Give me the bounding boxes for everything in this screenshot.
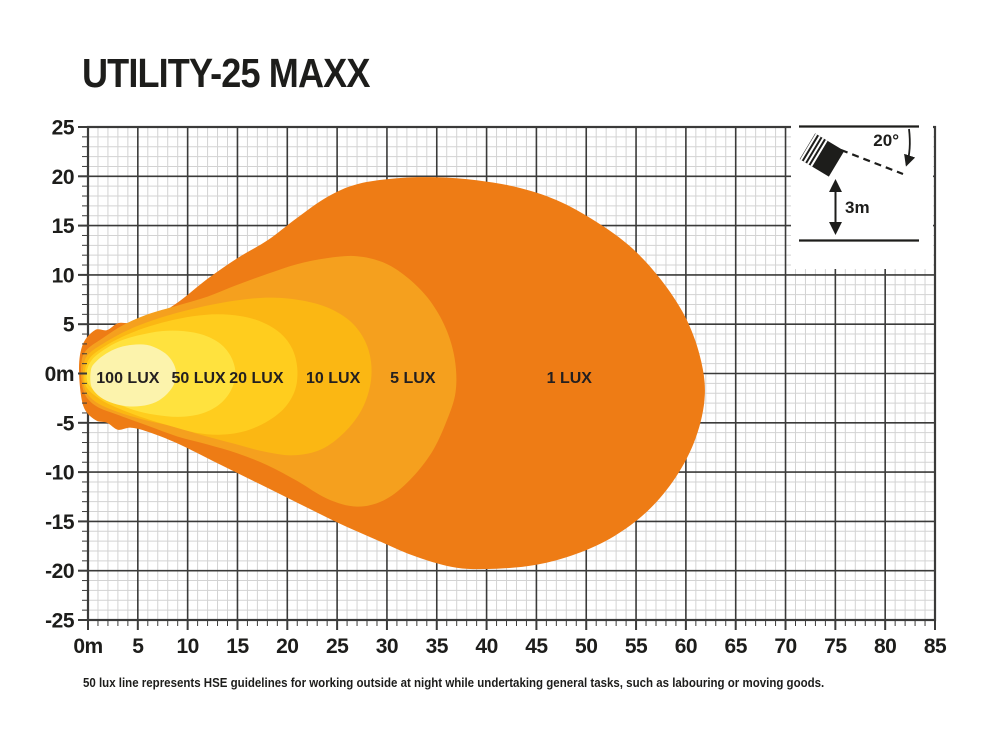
x-axis-label: 5 [132, 635, 144, 658]
x-axis-label: 15 [226, 635, 249, 658]
lux-label-10: 10 LUX [306, 370, 361, 387]
x-axis-label: 0m [73, 635, 102, 658]
height-label: 3m [845, 198, 870, 217]
lux-label-1: 1 LUX [547, 370, 593, 387]
lux-label-5: 5 LUX [390, 370, 436, 387]
y-axis-label: -10 [45, 462, 74, 485]
x-axis-label: 35 [426, 635, 449, 658]
x-axis-label: 80 [874, 635, 896, 658]
inset-background [791, 112, 933, 269]
x-axis-label: 50 [575, 635, 597, 658]
x-axis-label: 30 [376, 635, 398, 658]
x-axis-label: 85 [924, 635, 947, 658]
lux-label-20: 20 LUX [229, 370, 284, 387]
page-title: UTILITY-25 MAXX [82, 50, 370, 96]
lux-contours [79, 177, 705, 570]
x-axis-label: 70 [774, 635, 796, 658]
footnote: 50 lux line represents HSE guidelines fo… [83, 676, 825, 690]
lux-label-50: 50 LUX [171, 370, 226, 387]
y-axis-label: 25 [52, 117, 75, 140]
y-axis-label: -15 [45, 511, 75, 534]
x-axis-label: 10 [176, 635, 198, 658]
angle-arrow [904, 128, 916, 167]
x-axis-label: 55 [625, 635, 648, 658]
lux-label-100: 100 LUX [96, 370, 159, 387]
y-axis-label: 15 [52, 215, 75, 238]
x-axis-label: 20 [276, 635, 298, 658]
y-axis-label: 5 [63, 314, 75, 337]
angle-label: 20° [873, 131, 899, 150]
lamp-icon [799, 133, 845, 177]
x-axis-label: 65 [725, 635, 748, 658]
x-axis-label: 75 [824, 635, 847, 658]
x-axis-label: 60 [675, 635, 697, 658]
y-axis-label: -20 [45, 560, 74, 583]
axis-tick-labels: 0m 5 10 15 20 25 30 35 40 45 50 55 60 65 70 75 80 85 25 20 1… [45, 117, 948, 659]
mounting-inset: 20° 3m [791, 112, 933, 269]
x-axis-label: 40 [475, 635, 497, 658]
contour-100-lux [90, 344, 177, 407]
x-axis-label: 25 [326, 635, 349, 658]
y-axis-label: -5 [56, 412, 74, 435]
y-axis-label: 20 [52, 166, 74, 189]
y-axis-label: -25 [45, 610, 75, 633]
y-axis-label: 0m [45, 363, 74, 386]
axis-ticks [78, 126, 936, 630]
x-axis-label: 45 [525, 635, 548, 658]
y-axis-label: 10 [52, 264, 74, 287]
